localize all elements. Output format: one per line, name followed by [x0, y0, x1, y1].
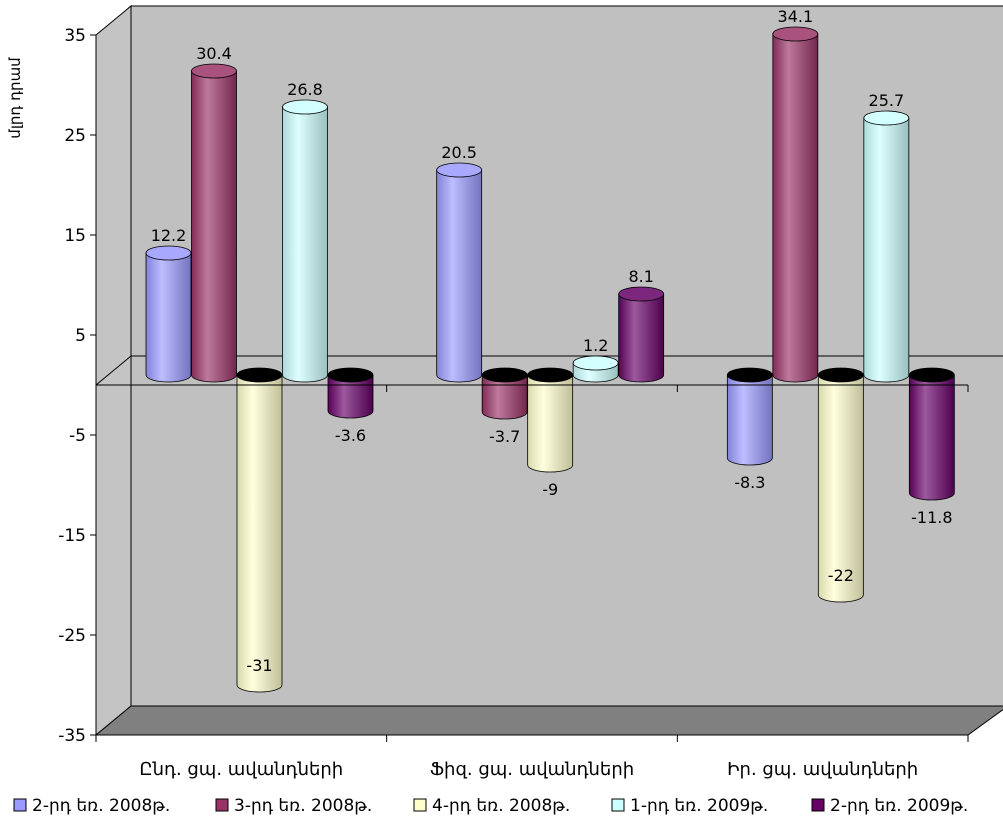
data-labels: 12.2 30.4 -31 26.8 -3.6 20.5 -3.7 -9 1.2 8.1 -8.3 3… [151, 7, 953, 675]
y-tick-label: 5 [75, 326, 86, 346]
bar-cap [817, 367, 864, 383]
bar [327, 367, 374, 419]
legend-swatch [611, 798, 625, 812]
floor [94, 705, 1003, 736]
bar [282, 99, 328, 383]
data-label: 25.7 [869, 91, 905, 110]
data-label: -31 [246, 656, 272, 675]
data-label: 8.1 [628, 267, 653, 286]
bar [436, 162, 483, 383]
plot-bars [145, 26, 955, 693]
bar-cap [726, 367, 773, 383]
bar-cap [436, 162, 483, 178]
legend: 2-րդ եռ. 2008թ. 3-րդ եռ. 2008թ. 4-րդ եռ. 2… [13, 796, 968, 816]
y-tick-label: -35 [58, 726, 86, 746]
data-label: 12.2 [151, 226, 187, 245]
zero-side-line [95, 355, 132, 386]
legend-label: 2-րդ եռ. 2008թ. [32, 796, 170, 816]
bar-cap [527, 367, 574, 383]
bar [191, 63, 237, 383]
data-label: 1.2 [583, 336, 608, 355]
x-tick-label: Իր. ցպ. ավանդների [727, 759, 918, 780]
y-tick-label: -25 [58, 626, 86, 646]
legend-swatch [13, 798, 27, 812]
bar [863, 110, 910, 383]
bar [481, 367, 528, 420]
data-label: -22 [828, 566, 854, 585]
bar-body [236, 374, 283, 693]
bar-body [772, 33, 819, 383]
y-axis-label: մլրդ դրամ [6, 57, 24, 139]
data-label: -11.8 [911, 508, 952, 527]
bar-cap [327, 367, 374, 383]
bar-cap [863, 110, 910, 126]
bar [145, 245, 192, 383]
x-tick-label: Ընդ. ցպ. ավանդների [139, 759, 343, 780]
y-tick-label: -5 [69, 426, 86, 446]
bar-cap [618, 286, 665, 302]
y-tick-label: 25 [64, 126, 86, 146]
bar-body [817, 374, 864, 603]
data-label: -3.7 [489, 427, 520, 446]
legend-swatch [215, 798, 229, 812]
x-axis: Ընդ. ցպ. ավանդների Ֆիզ. ցպ. ավանդների Իր. … [95, 384, 969, 780]
data-label: -8.3 [734, 473, 765, 492]
bar-body [481, 374, 528, 420]
legend-swatch [811, 798, 825, 812]
data-label: 30.4 [196, 44, 232, 63]
bar-body [527, 374, 574, 473]
bar-cap [572, 355, 619, 371]
bar-body [618, 293, 665, 383]
y-axis: 35 25 15 5 -5 -15 -25 -35 [58, 26, 97, 746]
bar-body [191, 70, 237, 383]
data-label: 20.5 [441, 143, 477, 162]
bar [527, 367, 574, 473]
bar-cap [282, 99, 328, 115]
bar-body [145, 252, 192, 383]
bar-cap [145, 245, 192, 261]
data-label: 26.8 [287, 80, 323, 99]
bar-cap [481, 367, 528, 383]
bar [908, 367, 955, 501]
bar-body [282, 106, 328, 383]
bar [236, 367, 283, 693]
bar-body [327, 374, 374, 419]
bar-cap [236, 367, 283, 383]
x-tick-label: Ֆիզ. ցպ. ավանդների [430, 759, 634, 780]
bar-cap [191, 63, 237, 79]
data-label: 34.1 [778, 7, 814, 26]
legend-swatch [413, 798, 427, 812]
bar [772, 26, 819, 383]
bar [726, 367, 773, 466]
bar [618, 286, 665, 383]
bar [572, 355, 619, 383]
bar-cap [772, 26, 819, 42]
legend-label: 1-րդ եռ. 2009թ. [630, 796, 768, 816]
data-label: -3.6 [335, 426, 366, 445]
bar [817, 367, 864, 603]
bar-body [863, 117, 910, 383]
bar-body [436, 169, 483, 383]
y-tick-label: -15 [58, 526, 86, 546]
legend-label: 3-րդ եռ. 2008թ. [234, 796, 372, 816]
legend-label: 4-րդ եռ. 2008թ. [432, 796, 570, 816]
legend-label: 2-րդ եռ. 2009թ. [830, 796, 968, 816]
y-tick-label: 35 [64, 26, 86, 46]
bar-body [726, 374, 773, 466]
y-tick-label: 15 [64, 226, 86, 246]
bar-cap [908, 367, 955, 383]
bar-body [908, 374, 955, 501]
data-label: -9 [542, 480, 558, 499]
